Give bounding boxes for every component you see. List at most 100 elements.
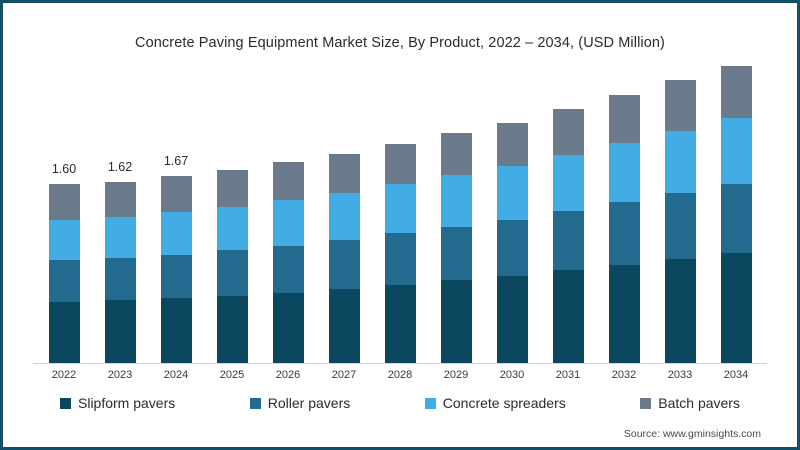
legend-label: Batch pavers [658,395,740,411]
bar-segment[interactable] [496,166,528,220]
x-axis-tick-2033: 2033 [667,369,693,381]
bar-segment[interactable] [272,292,304,363]
bar-segment[interactable] [664,259,696,363]
bar-group[interactable] [708,65,764,363]
bar-segment[interactable] [440,226,472,281]
bar-segment[interactable] [272,245,304,293]
x-axis-tick-2031: 2031 [555,369,581,381]
x-axis-tick-2025: 2025 [219,369,245,381]
bar-stack[interactable] [496,122,528,363]
bar-segment[interactable] [160,176,192,213]
x-axis-line [33,363,767,364]
x-axis-tick-2030: 2030 [499,369,525,381]
bar-segment[interactable] [216,206,248,251]
bar-value-label: 1.67 [163,154,189,169]
bar-segment[interactable] [104,216,136,258]
bar-segment[interactable] [384,284,416,363]
bar-segment[interactable] [216,250,248,296]
x-axis-tick-2028: 2028 [387,369,413,381]
bar-group[interactable] [428,78,484,363]
bar-segment[interactable] [720,118,752,185]
bar-segment[interactable] [328,240,360,290]
bar-group[interactable] [204,78,260,363]
bar-segment[interactable] [552,155,584,212]
bar-group[interactable] [596,78,652,363]
bar-segment[interactable] [664,193,696,260]
bar-segment[interactable] [384,184,416,234]
legend-label: Concrete spreaders [442,395,566,411]
bar-segment[interactable] [552,211,584,271]
legend-item[interactable]: Slipform pavers [60,395,175,411]
bar-segment[interactable] [496,122,528,167]
legend-item[interactable]: Concrete spreaders [424,395,566,411]
bar-segment[interactable] [104,181,136,217]
x-axis-tick-2032: 2032 [611,369,637,381]
bar-segment[interactable] [48,301,80,363]
bar-segment[interactable] [664,80,696,131]
bar-segment[interactable] [216,169,248,207]
bar-group[interactable] [372,78,428,363]
bar-stack[interactable] [720,65,752,363]
bar-group[interactable] [540,78,596,363]
bar-segment[interactable] [608,202,640,265]
bar-value-label: 1.60 [51,162,77,177]
bar-stack[interactable] [552,109,584,363]
bar-stack[interactable] [608,94,640,363]
bar-segment[interactable] [720,65,752,119]
bar-segment[interactable] [720,253,752,363]
bar-stack[interactable] [328,154,360,363]
bar-segment[interactable] [328,154,360,194]
bar-group[interactable]: 1.67 [148,78,204,363]
bar-group[interactable]: 1.60 [36,78,92,363]
bar-group[interactable] [260,78,316,363]
bar-segment[interactable] [384,233,416,285]
bar-segment[interactable] [216,295,248,363]
bar-segment[interactable] [328,193,360,241]
bar-segment[interactable] [104,257,136,301]
bar-segment[interactable] [440,280,472,363]
bar-segment[interactable] [48,219,80,261]
bar-segment[interactable] [496,219,528,276]
bar-segment[interactable] [272,161,304,200]
bar-segment[interactable] [160,212,192,255]
bar-group[interactable] [484,78,540,363]
bar-segment[interactable] [608,94,640,143]
bar-segment[interactable] [608,264,640,363]
bar-segment[interactable] [552,270,584,363]
legend-swatch-icon [60,397,71,409]
x-axis-tick-2023: 2023 [107,369,133,381]
x-axis-tick-2029: 2029 [443,369,469,381]
bar-stack[interactable] [216,169,248,363]
bar-group[interactable]: 1.62 [92,78,148,363]
bar-stack[interactable] [272,161,304,363]
bar-segment[interactable] [160,254,192,299]
legend-item[interactable]: Roller pavers [249,395,351,411]
bar-segment[interactable] [720,184,752,254]
bar-group[interactable] [316,78,372,363]
bar-stack[interactable] [104,181,136,363]
bar-segment[interactable] [104,300,136,363]
legend-swatch-icon [640,397,652,409]
bar-stack[interactable] [664,80,696,363]
bar-stack[interactable] [48,184,80,363]
bar-segment[interactable] [552,109,584,156]
bar-segment[interactable] [328,289,360,363]
bar-segment[interactable] [384,143,416,185]
x-axis-tick-2027: 2027 [331,369,357,381]
bar-segment[interactable] [496,275,528,363]
legend-item[interactable]: Batch pavers [640,395,740,411]
bar-stack[interactable] [160,176,192,363]
bar-segment[interactable] [48,184,80,220]
bar-segment[interactable] [608,142,640,203]
bar-segment[interactable] [440,132,472,176]
legend-label: Roller pavers [267,395,351,411]
bar-segment[interactable] [48,260,80,302]
bar-group[interactable] [652,78,708,363]
bar-segment[interactable] [272,199,304,246]
bar-segment[interactable] [664,130,696,194]
bar-segment[interactable] [160,298,192,363]
bar-segment[interactable] [440,175,472,227]
bar-stack[interactable] [440,132,472,363]
bar-stack[interactable] [384,143,416,363]
